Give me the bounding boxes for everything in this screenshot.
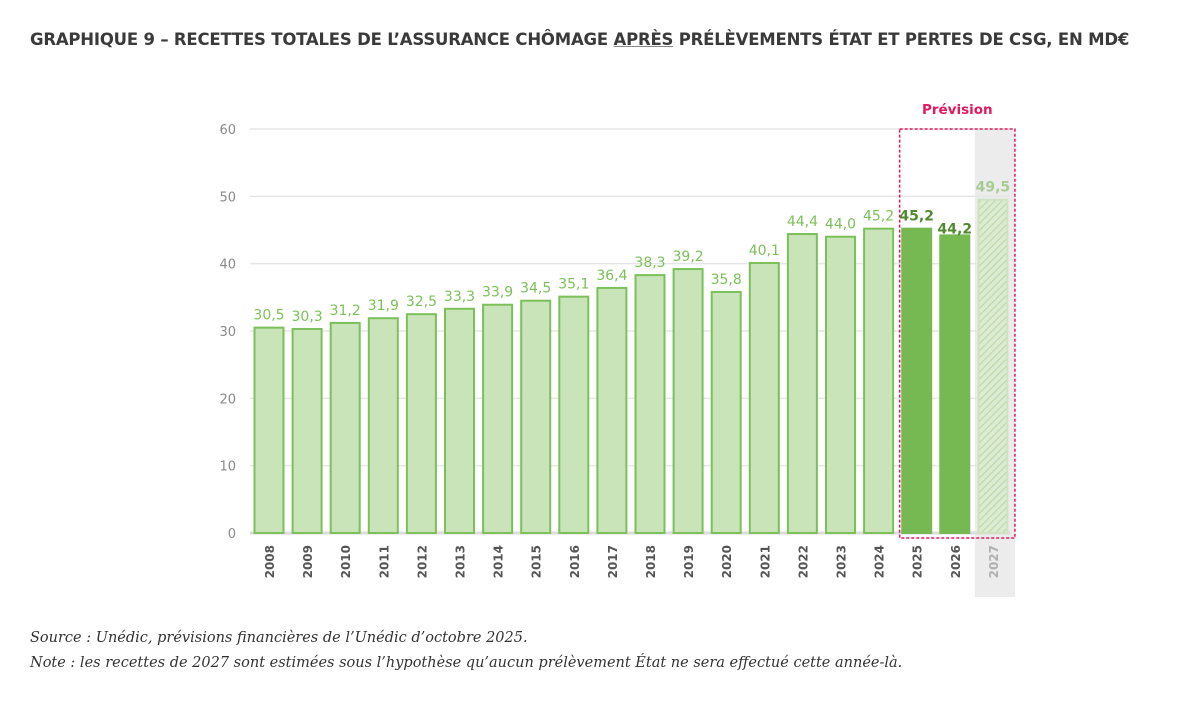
value-label-2022: 44,4 [787, 214, 818, 230]
x-tick-label-2026: 2026 [949, 545, 963, 578]
bar-2008 [253, 326, 285, 534]
bar-2013 [444, 307, 475, 534]
value-label-2018: 38,3 [634, 255, 665, 271]
y-tick-label-50: 50 [219, 190, 236, 205]
bar-2010 [329, 321, 361, 535]
x-tick-label-2025: 2025 [911, 545, 925, 578]
x-tick-label-2008: 2008 [263, 545, 277, 578]
value-label-2017: 36,4 [596, 268, 627, 284]
x-tick-label-2022: 2022 [796, 545, 810, 578]
value-label-2013: 33,3 [444, 289, 475, 305]
value-label-2024: 45,2 [863, 209, 894, 225]
x-tick-label-2013: 2013 [454, 545, 468, 578]
x-tick-label-2019: 2019 [682, 545, 696, 578]
forecast-box [898, 128, 1016, 539]
value-label-2014: 33,9 [482, 285, 513, 301]
value-label-2009: 30,3 [292, 309, 323, 325]
source-note: Source : Unédic, prévisions financières … [30, 630, 528, 646]
bar-2011 [367, 317, 399, 534]
bar-2024 [863, 227, 895, 535]
bar-2022 [786, 233, 818, 534]
value-label-2025: 45,2 [899, 209, 934, 225]
bar-2016 [558, 295, 590, 534]
y-tick-label-10: 10 [219, 460, 236, 475]
hypothesis-note: Note : les recettes de 2027 sont estimée… [30, 655, 903, 671]
value-label-2008: 30,5 [253, 308, 284, 324]
value-label-2010: 31,2 [330, 303, 361, 319]
y-tick-label-20: 20 [219, 392, 236, 407]
x-tick-label-2012: 2012 [415, 545, 429, 578]
bar-2009 [291, 327, 323, 535]
bar-2015 [520, 299, 552, 535]
x-tick-label-2027: 2027 [987, 545, 1001, 578]
x-tick-label-2010: 2010 [339, 545, 353, 578]
title-underlined-word: APRÈS [613, 30, 674, 49]
x-tick-label-2015: 2015 [530, 545, 544, 578]
forecast-label: Prévision [922, 102, 993, 118]
bar-2027 [977, 198, 1009, 534]
x-tick-label-2014: 2014 [492, 545, 506, 578]
x-tick-label-2009: 2009 [301, 545, 315, 578]
bar-2020 [710, 290, 742, 534]
value-label-2019: 39,2 [673, 249, 704, 265]
value-label-2011: 31,9 [368, 298, 399, 314]
value-label-2027: 49,5 [976, 180, 1011, 196]
value-label-2023: 44,0 [825, 217, 856, 233]
bar-2018 [634, 274, 666, 534]
bar-2017 [596, 286, 628, 535]
bar-2026 [939, 234, 971, 535]
chart-notes: Source : Unédic, prévisions financières … [30, 626, 902, 676]
y-tick-label-30: 30 [219, 325, 236, 340]
x-tick-label-2021: 2021 [758, 545, 772, 578]
x-tick-label-2024: 2024 [873, 545, 887, 578]
value-label-2021: 40,1 [749, 243, 780, 259]
title-part-2: PRÉLÈVEMENTS ÉTAT ET PERTES DE CSG, EN M… [673, 30, 1130, 49]
value-label-2016: 35,1 [558, 277, 589, 293]
bar-2012 [405, 313, 437, 534]
bar-2023 [825, 235, 856, 534]
x-tick-label-2023: 2023 [835, 545, 849, 578]
x-tick-label-2016: 2016 [568, 545, 582, 578]
value-label-2015: 34,5 [520, 281, 551, 297]
title-part-1: GRAPHIQUE 9 – RECETTES TOTALES DE L’ASSU… [30, 30, 614, 49]
x-tick-label-2020: 2020 [720, 545, 734, 578]
value-label-2026: 44,2 [938, 221, 973, 237]
y-tick-label-40: 40 [219, 258, 236, 273]
y-tick-label-0: 0 [228, 527, 236, 542]
bar-2025 [901, 227, 933, 535]
bar-2014 [482, 303, 514, 534]
bar-2019 [672, 268, 704, 534]
x-tick-label-2011: 2011 [377, 545, 391, 578]
chart-title: GRAPHIQUE 9 – RECETTES TOTALES DE L’ASSU… [30, 26, 1190, 54]
x-tick-label-2018: 2018 [644, 545, 658, 578]
bar-2021 [748, 261, 780, 534]
value-label-2020: 35,8 [711, 272, 742, 288]
value-label-2012: 32,5 [406, 294, 437, 310]
y-tick-label-60: 60 [219, 123, 236, 138]
x-tick-label-2017: 2017 [606, 545, 620, 578]
